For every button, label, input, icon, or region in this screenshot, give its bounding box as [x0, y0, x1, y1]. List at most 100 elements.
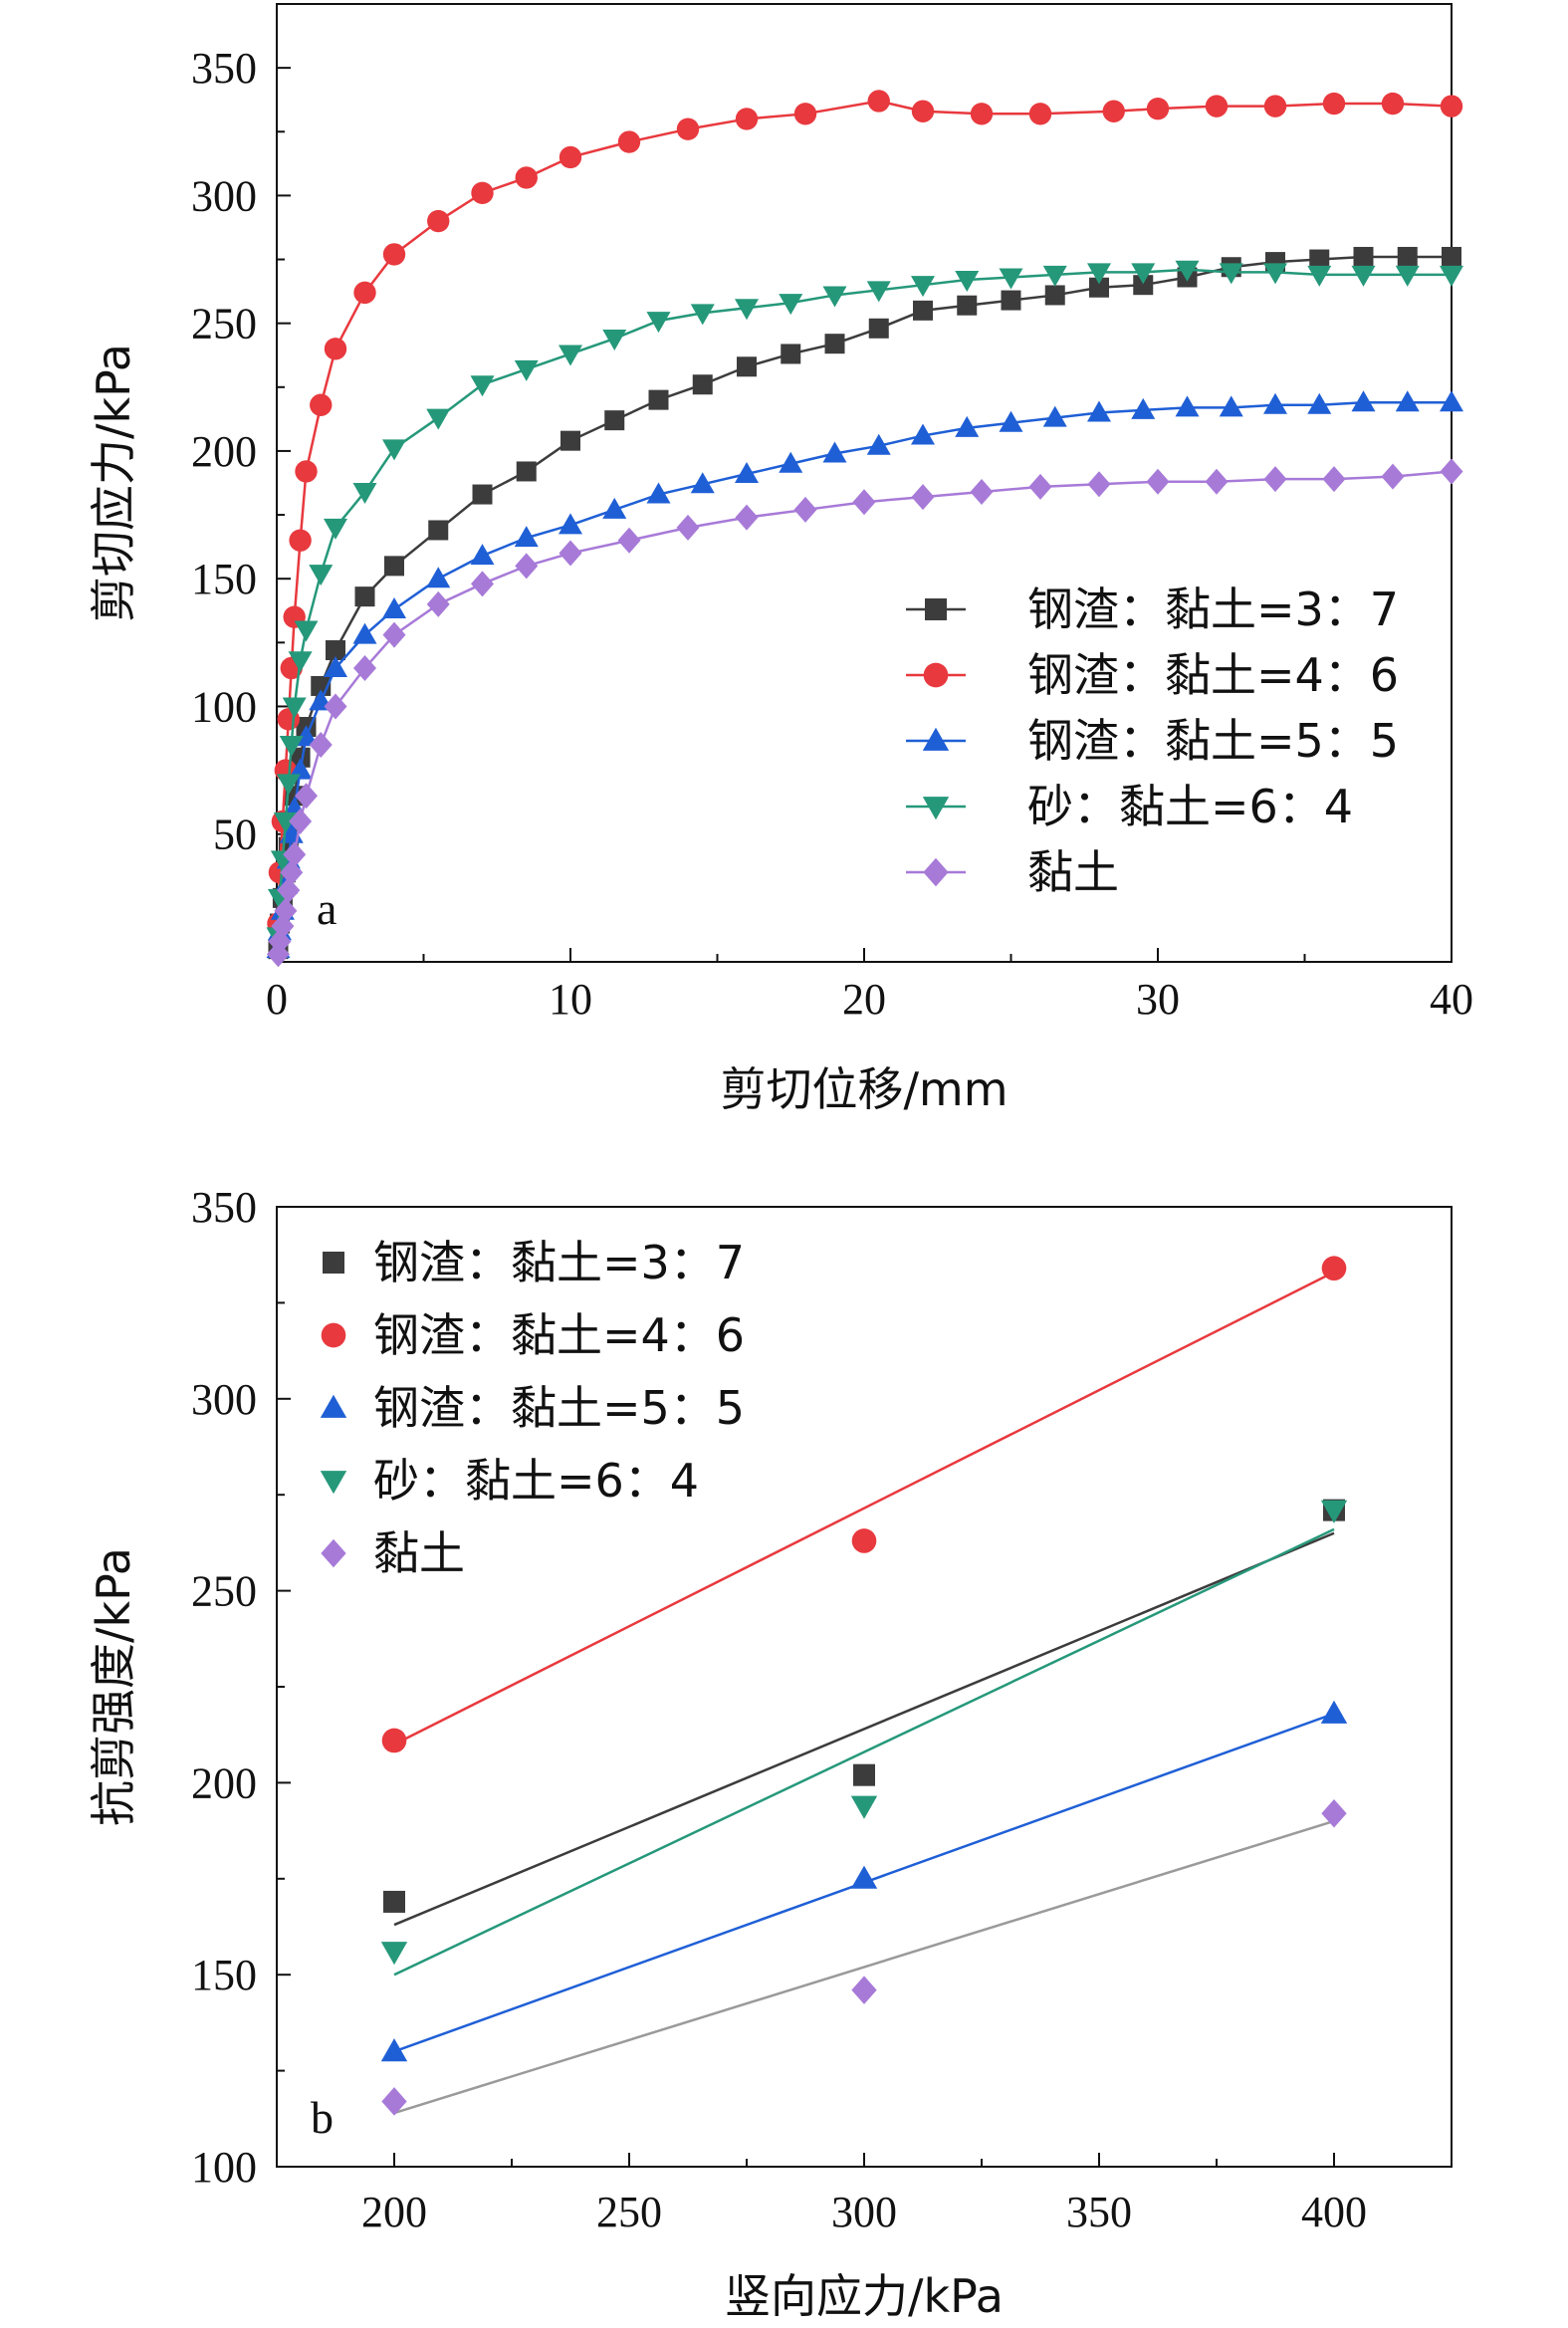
data-point	[381, 2087, 407, 2116]
data-point	[850, 1795, 878, 1819]
data-point	[779, 294, 803, 316]
panel-b-series	[380, 1256, 1348, 2116]
data-point	[853, 1763, 875, 1786]
data-point	[676, 117, 700, 140]
data-point	[428, 520, 449, 541]
data-point	[1321, 1798, 1347, 1828]
legend-entry: 钢渣：黏土=5：5	[320, 1381, 745, 1435]
data-point	[602, 330, 627, 351]
data-point	[1089, 277, 1109, 298]
data-point	[850, 1865, 878, 1889]
legend-marker	[321, 1538, 346, 1568]
data-point	[793, 103, 817, 125]
data-point	[822, 441, 847, 463]
data-point	[280, 859, 304, 886]
x-tick-label: 0	[266, 975, 288, 1024]
data-point	[354, 586, 375, 607]
data-point	[1028, 103, 1052, 125]
series	[267, 90, 1463, 935]
data-point	[1044, 285, 1065, 306]
legend-label: 钢渣：黏土=3：7	[373, 1236, 745, 1289]
data-point	[911, 100, 935, 122]
data-point	[1320, 1500, 1348, 1523]
data-point	[1131, 263, 1156, 285]
legend-entry: 砂：黏土=6：4	[320, 1454, 699, 1508]
y-tick-label: 150	[191, 1951, 257, 1999]
series	[380, 1500, 1348, 1977]
data-point	[1321, 1256, 1347, 1281]
data-point	[1205, 468, 1229, 495]
data-point	[999, 410, 1023, 432]
legend-label: 钢渣：黏土=5：5	[1027, 714, 1399, 768]
data-point	[309, 731, 333, 758]
data-point	[290, 747, 311, 768]
data-point	[380, 1942, 408, 1966]
data-point	[1395, 265, 1420, 287]
legend-marker	[321, 1322, 346, 1348]
data-point	[911, 276, 935, 298]
data-point	[866, 281, 891, 303]
y-tick-label: 50	[213, 811, 257, 859]
panel-a-legend: 钢渣：黏土=3：7 钢渣：黏土=4：6 钢渣：黏土=5：5 砂：黏土=6：4 黏土	[906, 582, 1399, 899]
data-point	[866, 433, 891, 455]
data-point	[382, 596, 406, 618]
data-point	[1133, 275, 1154, 296]
data-point	[1381, 463, 1405, 490]
series	[380, 1700, 1348, 2062]
data-point	[735, 108, 759, 130]
data-point	[353, 281, 376, 305]
data-point	[868, 318, 889, 339]
data-point	[867, 90, 890, 113]
data-point	[324, 338, 347, 360]
data-point	[309, 565, 334, 586]
data-point	[382, 439, 406, 461]
data-point	[955, 271, 980, 293]
legend-marker	[320, 1394, 347, 1418]
data-point	[1440, 265, 1463, 287]
data-point	[1263, 392, 1287, 414]
y-tick-label: 150	[191, 555, 257, 603]
data-point	[282, 697, 307, 719]
data-point	[1042, 265, 1067, 287]
data-point	[1397, 246, 1418, 267]
data-point	[1219, 395, 1243, 417]
data-point	[273, 812, 298, 833]
data-point	[559, 540, 582, 567]
data-point	[1322, 466, 1346, 493]
y-tick-label: 100	[191, 2143, 257, 2192]
data-point	[1263, 263, 1287, 285]
data-point	[472, 484, 493, 505]
panel-a-ylabel: 剪切应力/kPa	[87, 344, 140, 622]
panel-b-label: b	[311, 2092, 334, 2143]
data-point	[283, 841, 307, 868]
data-point	[1028, 473, 1052, 500]
data-point	[1175, 260, 1200, 282]
legend-marker	[320, 1471, 347, 1495]
legend-label: 砂：黏土=6：4	[373, 1454, 699, 1508]
data-point	[1351, 390, 1376, 412]
data-point	[310, 393, 333, 416]
panel-b-xlabel: 竖向应力/kPa	[725, 2269, 1004, 2323]
legend-entry: 黏土	[321, 1526, 465, 1580]
data-point	[516, 461, 537, 482]
data-point	[604, 410, 625, 431]
series	[381, 1256, 1347, 1753]
data-point	[617, 130, 641, 153]
x-tick-label: 200	[361, 2188, 427, 2236]
data-point	[735, 462, 759, 484]
data-point	[735, 299, 759, 321]
y-tick-label: 250	[191, 300, 257, 349]
data-point	[690, 304, 715, 326]
data-point	[514, 526, 539, 548]
y-tick-label: 350	[191, 44, 257, 93]
x-tick-label: 250	[596, 2188, 662, 2236]
data-point	[279, 735, 304, 757]
legend-label: 钢渣：黏土=3：7	[1027, 582, 1399, 636]
data-point	[1146, 97, 1170, 120]
data-point	[382, 621, 406, 648]
data-point	[1219, 263, 1243, 285]
data-point	[289, 808, 313, 834]
data-point	[1395, 390, 1420, 412]
data-point	[559, 145, 582, 169]
data-point	[648, 389, 669, 410]
